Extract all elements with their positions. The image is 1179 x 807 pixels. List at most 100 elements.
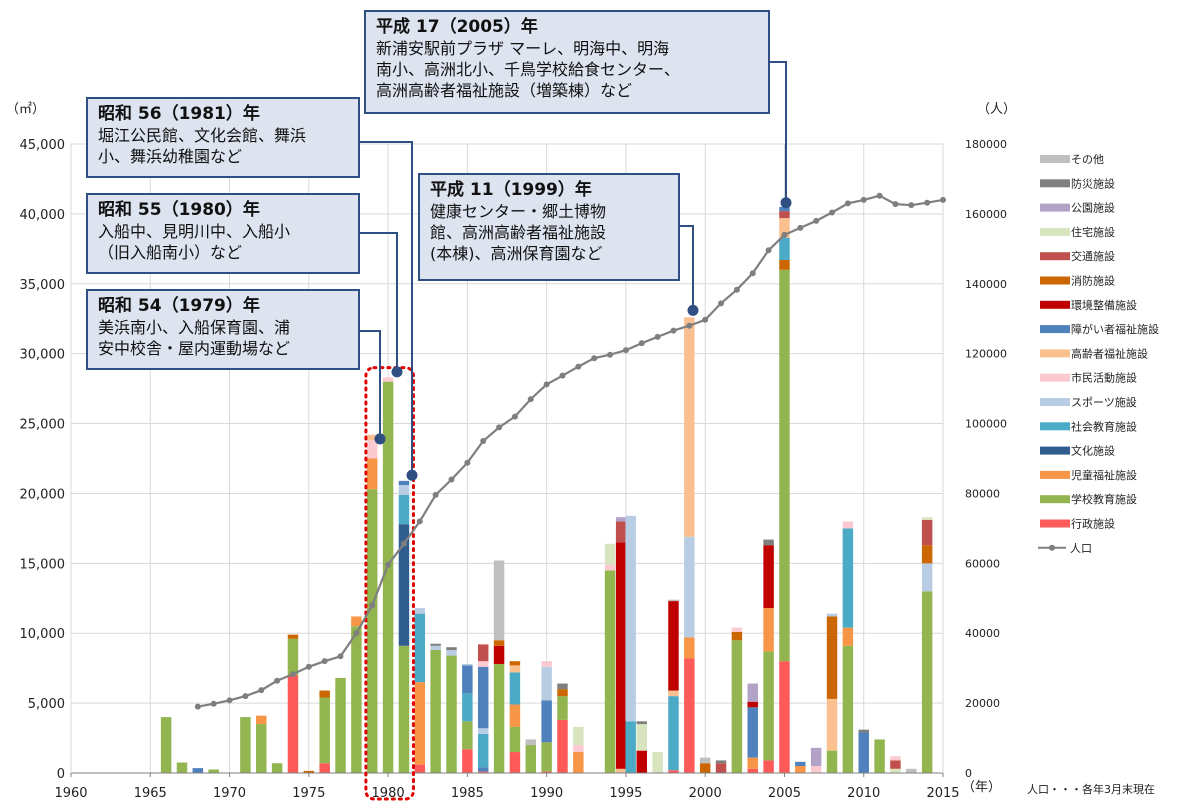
bar-segment-shimin [731, 627, 743, 632]
bar-segment-shobo [493, 640, 505, 646]
bar-segment-shimin [604, 564, 616, 571]
population-point [908, 202, 915, 209]
population-point [480, 438, 487, 445]
bar-segment-bosai [636, 721, 647, 725]
bar-segment-shimin [382, 377, 394, 382]
leader-line-h11 [680, 225, 694, 311]
bar-segment-shakai [625, 721, 636, 773]
bar-segment-shimin [842, 521, 854, 529]
bar-segment-gakko [382, 381, 394, 773]
y-right-tick-label: 180000 [965, 138, 1007, 151]
bar-segment-sports [921, 563, 933, 592]
population-series [194, 192, 946, 710]
x-tick-label: 1970 [213, 786, 246, 801]
bar-segment-gakko [271, 763, 283, 773]
bar-segment-sports [430, 645, 441, 650]
bar-segment-shogai [795, 761, 806, 767]
bar-segment-jutaku [921, 517, 933, 521]
y-right-tick-label: 20000 [965, 697, 1000, 710]
bar-segment-gyosei [684, 658, 695, 773]
bar-segment-jido [414, 682, 426, 765]
population-point [543, 381, 550, 388]
leader-line-h17 [770, 61, 787, 203]
y-right-tick-label: 100000 [965, 418, 1007, 431]
bar-segment-shogai [747, 707, 758, 758]
legend-marker-population [1049, 544, 1055, 551]
legend-swatch-sonota [1040, 155, 1070, 163]
legend-swatch-shimin [1040, 373, 1070, 382]
y-left-tick-label: 25,000 [20, 418, 66, 433]
legend-label-population: 人口 [1070, 542, 1092, 555]
population-point [464, 459, 471, 466]
bar-segment-gakko [430, 649, 441, 773]
bar-segment-koreisha [684, 317, 695, 537]
legend-swatch-jutaku [1040, 227, 1070, 236]
bar-segment-gyosei [319, 763, 330, 773]
bar-segment-gyosei [287, 675, 299, 773]
bar-segment-gakko [779, 269, 790, 662]
legend: その他防災施設公園施設住宅施設交通施設消防施設環境整備施設障がい者福祉施設高齢者… [1038, 153, 1159, 555]
bar-segment-gyosei [414, 764, 426, 773]
bar-segment-shogai [192, 768, 204, 773]
bar-segment-shakai [779, 237, 790, 261]
bar-segment-sports [477, 728, 489, 734]
bar-segment-gakko [160, 717, 172, 773]
bar-segment-gakko [287, 638, 299, 676]
bar-segment-shimin [890, 756, 901, 761]
bar-segment-kankyo [668, 601, 679, 691]
x-tick-label: 2015 [926, 786, 959, 801]
population-point [622, 347, 629, 354]
callout-body: 美浜南小、入船保育園、浦 安中校舎・屋内運動場など [98, 318, 291, 358]
x-tick-label: 1975 [292, 786, 325, 801]
leader-line-s54 [360, 330, 381, 439]
bar-segment-gakko [367, 489, 378, 773]
population-note: 人口・・・各年3月末現在 [1027, 782, 1155, 796]
population-point [258, 687, 265, 694]
bar-segment-shakai [398, 494, 410, 525]
y-left-tick-label: 0 [57, 767, 65, 782]
bar-segment-jido [509, 704, 521, 727]
bar-segment-bosai [715, 760, 727, 764]
bar-segment-jido [256, 715, 267, 725]
bar-segment-sonota [906, 768, 917, 773]
bar-segment-kotsu [921, 520, 933, 546]
bar-segment-jutaku [604, 543, 616, 565]
y-left-tick-label: 10,000 [20, 627, 66, 642]
population-point [940, 196, 946, 203]
y-right-tick-label: 40000 [965, 627, 1000, 640]
bar-segment-gakko [335, 677, 346, 773]
bar-segment-jutaku [573, 726, 584, 746]
y-right-tick-label: 0 [965, 767, 972, 780]
bar-segment-shogai [462, 665, 473, 694]
bar-segment-gakko [541, 742, 552, 772]
y-left-tick-label: 45,000 [20, 138, 66, 153]
bar-segment-shobo [699, 763, 711, 773]
callout-h17: 平成 17（2005）年 新浦安駅前プラザ マーレ、明海中、明海 南小、高洲北小… [364, 10, 770, 114]
bar-segment-kankyo [747, 701, 758, 708]
population-point [511, 413, 518, 420]
x-tick-label: 1980 [372, 786, 405, 801]
population-point [416, 518, 423, 525]
bar-segment-koen [615, 517, 627, 522]
population-point [876, 192, 883, 199]
bar-segment-sports [462, 663, 473, 666]
callout-s56: 昭和 56（1981）年 堀江公民館、文化会館、舞浜 小、舞浜幼稚園など [86, 97, 360, 178]
bar-segment-shimin [367, 440, 378, 459]
legend-swatch-koreisha [1040, 349, 1070, 358]
y-left-tick-label: 30,000 [20, 348, 66, 363]
callout-body: 健康センター・郷土博物 館、高洲高齢者福祉施設 (本棟)、高洲保育園など [430, 202, 607, 263]
bar-segment-gakko [493, 663, 505, 773]
population-point [432, 491, 439, 498]
left-axis-unit: （㎡） [6, 102, 45, 117]
bar-segment-gyosei [763, 760, 774, 773]
bar-segment-shobo [557, 689, 568, 697]
x-tick-label: 2000 [689, 786, 722, 801]
population-point [924, 199, 931, 206]
x-tick-label: 2010 [847, 786, 880, 801]
bar-segment-shimin [810, 766, 822, 773]
bar-segment-koreisha [668, 690, 679, 697]
x-axis-unit: （年） [962, 780, 1001, 795]
bar-segment-gakko [604, 570, 616, 773]
bar-segment-shogai [477, 666, 489, 729]
legend-label-kankyo: 環境整備施設 [1071, 298, 1137, 312]
